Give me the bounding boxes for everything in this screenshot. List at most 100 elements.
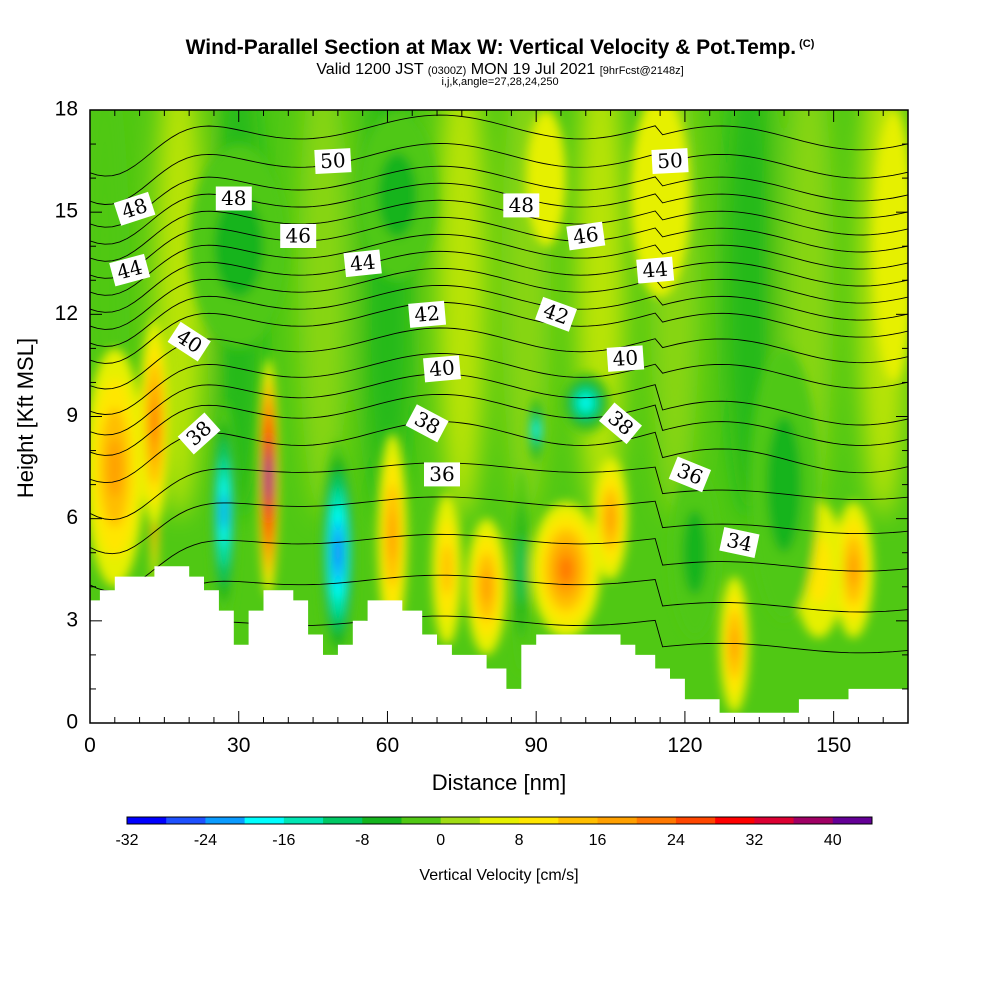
colorbar-tick-label: 16 — [589, 832, 607, 849]
contour-label: 48 — [215, 186, 252, 211]
contour-label-text: 50 — [320, 148, 347, 173]
updraft-cell — [833, 501, 874, 638]
downdraft-cell — [211, 402, 237, 621]
y-tick-label: 6 — [66, 506, 78, 529]
colorbar-swatch — [127, 817, 167, 824]
colorbar-tick-label: 24 — [667, 832, 685, 849]
colorbar-swatch — [715, 817, 755, 824]
contour-label: 36 — [668, 456, 712, 493]
x-tick-label: 0 — [84, 734, 96, 757]
updraft-level — [558, 556, 573, 584]
updraft-level — [526, 110, 566, 247]
updraft-cell — [258, 358, 279, 597]
updraft-level — [730, 627, 739, 662]
contour-label-bg — [651, 148, 689, 175]
contour-label-bg — [280, 224, 317, 248]
downdraft-level — [518, 535, 525, 604]
isentrope-line — [90, 327, 908, 390]
downdraft-cell — [513, 467, 529, 672]
colorbar-frame — [126, 816, 873, 825]
updraft-level — [107, 437, 123, 498]
contour-label-text: 36 — [429, 462, 454, 486]
isentrope-line — [90, 373, 908, 436]
valid-time: Valid 1200 JST — [316, 61, 424, 78]
y-tick-label: 0 — [66, 711, 78, 734]
contour-label: 40 — [423, 355, 461, 383]
isentrope-line — [90, 143, 908, 205]
colorbar-swatch — [323, 817, 363, 824]
isentrope-line — [90, 496, 908, 555]
downdraft-level — [766, 416, 802, 553]
contour-label-bg — [314, 148, 352, 175]
isentrope-line — [90, 574, 908, 633]
contour-label: 48 — [503, 193, 540, 218]
contour-label-bg — [566, 221, 606, 251]
downdraft-cell — [528, 396, 544, 465]
downdraft-level — [334, 536, 341, 569]
downdraft-cell — [670, 467, 720, 638]
colorbar-tick-label: -24 — [194, 832, 217, 849]
y-axis-title: Height [Kft MSL] — [13, 338, 38, 498]
updraft-cell — [466, 518, 507, 655]
colorbar-swatch — [754, 817, 795, 824]
y-tick-label: 18 — [55, 98, 78, 121]
contour-label: 42 — [408, 300, 447, 328]
updraft-level — [606, 503, 615, 534]
contour-label-text: 40 — [428, 355, 455, 381]
contour-label-bg — [503, 193, 540, 218]
contour-label-bg — [408, 300, 447, 328]
chart-title: Wind-Parallel Section at Max W: Vertical… — [0, 36, 1000, 60]
contour-label-bg — [719, 527, 760, 558]
contour-label-text: 46 — [285, 224, 310, 248]
colorbar-tick-label: 32 — [745, 832, 763, 849]
isentrope-line — [90, 114, 908, 177]
isentrope-line — [90, 353, 908, 415]
contour-label-text: 48 — [221, 186, 246, 210]
updraft-cell — [139, 321, 170, 526]
updraft-cell — [377, 433, 408, 638]
x-tick-label: 30 — [227, 734, 250, 757]
contour-label: 50 — [314, 148, 352, 175]
isentrope-line — [90, 165, 908, 228]
contour-label-bg — [113, 191, 156, 226]
forecast-info: [9hrFcst@2148z] — [599, 65, 684, 77]
colorbar-swatch — [205, 817, 246, 824]
isentrope-line — [90, 393, 908, 456]
contour-label-text: 42 — [413, 301, 440, 327]
background-band — [437, 110, 487, 519]
contour-label-bg — [424, 462, 460, 487]
updraft-level — [265, 466, 272, 489]
contour-label: 40 — [606, 345, 645, 372]
contour-label-text: 44 — [349, 250, 377, 277]
contour-label: 46 — [280, 224, 317, 248]
contour-label-text: 44 — [641, 257, 668, 283]
isentrope-line — [90, 462, 908, 521]
updraft-level — [388, 510, 397, 562]
chart-title-text: Wind-Parallel Section at Max W: Vertical… — [185, 36, 797, 59]
colorbar-label: Vertical Velocity [cm/s] — [419, 867, 578, 884]
x-tick-label: 90 — [525, 734, 548, 757]
y-tick-label: 9 — [66, 404, 78, 427]
contour-label-bg — [405, 404, 449, 443]
contour-label: 44 — [343, 249, 382, 278]
isentrope-line — [90, 533, 908, 592]
updraft-cell — [531, 501, 601, 638]
contour-label: 50 — [651, 148, 689, 175]
contour-label: 34 — [719, 527, 760, 558]
terrain — [90, 566, 908, 723]
valid-date: MON 19 Jul 2021 — [470, 61, 596, 78]
contour-label-bg — [343, 249, 382, 278]
colorbar-swatch — [793, 817, 834, 824]
isentrope-line — [90, 267, 908, 330]
contour-label-text: 46 — [571, 222, 600, 249]
contour-label-bg — [423, 355, 461, 383]
updraft-cell — [593, 457, 628, 580]
updraft-cell — [90, 348, 145, 587]
downdraft-level — [533, 423, 540, 437]
colorbar-swatch — [597, 817, 638, 824]
contour-label-text: 50 — [657, 148, 684, 173]
colorbar-swatch — [283, 817, 324, 824]
downdraft-cell — [749, 348, 819, 621]
colorbar-swatch — [479, 817, 520, 824]
